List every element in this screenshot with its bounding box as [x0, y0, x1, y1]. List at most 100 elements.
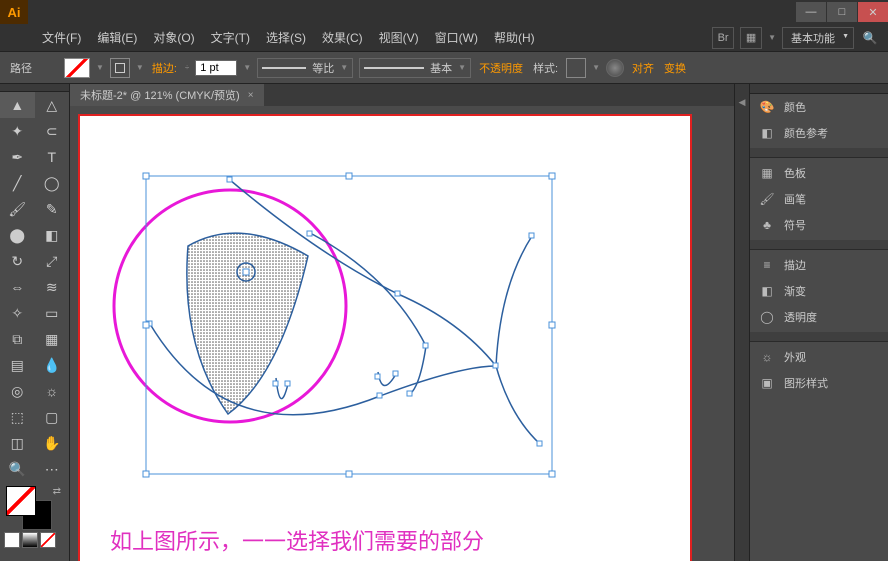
workspace-dropdown[interactable]: 基本功能: [782, 27, 854, 49]
fill-color-swatch[interactable]: [6, 486, 36, 516]
stroke-swatch[interactable]: [110, 58, 130, 78]
recolor-button[interactable]: [606, 59, 624, 77]
panel-grip[interactable]: [750, 84, 888, 94]
tool-warp[interactable]: ≋: [35, 274, 70, 300]
tool-lasso[interactable]: ⊂: [35, 118, 70, 144]
tool-zoom[interactable]: 🔍: [0, 456, 35, 482]
minimize-button[interactable]: —: [796, 2, 826, 22]
panel-stroke[interactable]: ≡描边: [750, 252, 888, 278]
tool-graph[interactable]: ⬚: [0, 404, 35, 430]
brush-dropdown[interactable]: 基本▼: [359, 58, 471, 78]
chevron-down-icon[interactable]: ▼: [592, 63, 600, 72]
tool-blend[interactable]: ◎: [0, 378, 35, 404]
app-logo: Ai: [0, 0, 28, 24]
arrange-icon[interactable]: ▦: [740, 27, 762, 49]
stroke-weight-input[interactable]: [195, 60, 237, 76]
chevron-down-icon[interactable]: ▼: [243, 63, 251, 72]
fish-inner-curve[interactable]: [312, 234, 426, 394]
panel-color-guide[interactable]: ◧颜色参考: [750, 120, 888, 146]
fish-tail-bottom[interactable]: [496, 366, 540, 444]
opacity-label[interactable]: 不透明度: [477, 60, 525, 76]
style-label: 样式:: [531, 60, 560, 76]
tool-scale[interactable]: ⤢: [35, 248, 70, 274]
menu-object[interactable]: 对象(O): [145, 29, 202, 46]
draw-normal[interactable]: [4, 532, 20, 548]
fish-tail-top[interactable]: [496, 236, 532, 366]
tool-type[interactable]: T: [35, 144, 70, 170]
search-icon[interactable]: 🔍: [860, 28, 880, 48]
panel-label: 颜色: [784, 99, 806, 115]
transform-label[interactable]: 变换: [662, 60, 688, 76]
tool-line[interactable]: ╱: [0, 170, 35, 196]
tool-pen[interactable]: ✒: [0, 144, 35, 170]
panel-symbols[interactable]: ♣符号: [750, 212, 888, 238]
tool-perspective[interactable]: ⧉: [0, 326, 35, 352]
panel-color[interactable]: 🎨颜色: [750, 94, 888, 120]
menu-view[interactable]: 视图(V): [371, 29, 427, 46]
tool-blob[interactable]: ⬤: [0, 222, 35, 248]
chevron-down-icon: ▼: [768, 33, 776, 42]
panel-appearance[interactable]: ☼外观: [750, 344, 888, 370]
tool-wand[interactable]: ✦: [0, 118, 35, 144]
draw-behind[interactable]: [22, 532, 38, 548]
tool-artboard[interactable]: ▢: [35, 404, 70, 430]
panel-label: 透明度: [784, 309, 817, 325]
panel-gradient[interactable]: ◧渐变: [750, 278, 888, 304]
transparency-icon: ◯: [758, 309, 776, 325]
tool-eraser[interactable]: ◧: [35, 222, 70, 248]
bridge-icon[interactable]: Br: [712, 27, 734, 49]
tool-select[interactable]: ▲: [0, 92, 35, 118]
panel-transparency[interactable]: ◯ 透明度: [750, 304, 888, 330]
close-button[interactable]: ✕: [858, 2, 888, 22]
document-tab-title: 未标题-2* @ 121% (CMYK/预览): [80, 87, 240, 103]
tool-eyedrop[interactable]: 💧: [35, 352, 70, 378]
tool-pencil[interactable]: ✎: [35, 196, 70, 222]
panel-separator: [750, 148, 888, 158]
panel-graphic-styles[interactable]: ▣图形样式: [750, 370, 888, 396]
tool-spare[interactable]: ⋯: [35, 456, 70, 482]
panel-collapse-strip[interactable]: ◀: [734, 84, 750, 561]
style-swatch[interactable]: [566, 58, 586, 78]
chevron-down-icon[interactable]: ▼: [96, 63, 104, 72]
tool-mesh[interactable]: ▦: [35, 326, 70, 352]
tool-hand[interactable]: ✋: [35, 430, 70, 456]
document-tab[interactable]: 未标题-2* @ 121% (CMYK/预览) ×: [70, 84, 264, 106]
stroke-label[interactable]: 描边:: [150, 60, 179, 76]
tool-width[interactable]: ⇔: [0, 274, 35, 300]
menu-edit[interactable]: 编辑(E): [89, 29, 145, 46]
menu-file[interactable]: 文件(F): [34, 29, 89, 46]
tool-shape[interactable]: ▭: [35, 300, 70, 326]
chevron-left-icon[interactable]: ◀: [735, 94, 749, 111]
draw-inside[interactable]: [40, 532, 56, 548]
tool-ellipse[interactable]: ◯: [35, 170, 70, 196]
tool-symbol[interactable]: ☼: [35, 378, 70, 404]
chevron-down-icon[interactable]: ▼: [136, 63, 144, 72]
panel-label: 描边: [784, 257, 806, 273]
fill-swatch[interactable]: [64, 58, 90, 78]
canvas-area: 未标题-2* @ 121% (CMYK/预览) ×: [70, 84, 734, 561]
swap-colors-icon[interactable]: ⇄: [53, 486, 61, 497]
tool-shaper[interactable]: ✧: [0, 300, 35, 326]
tool-brush[interactable]: 🖌: [0, 196, 35, 222]
profile-dropdown[interactable]: 等比▼: [257, 58, 353, 78]
menu-type[interactable]: 文字(T): [203, 29, 258, 46]
tool-slice[interactable]: ◫: [0, 430, 35, 456]
canvas[interactable]: 如上图所示，一一选择我们需要的部分: [70, 106, 734, 561]
menu-window[interactable]: 窗口(W): [427, 29, 486, 46]
artboard[interactable]: 如上图所示，一一选择我们需要的部分: [78, 114, 692, 561]
tool-rotate[interactable]: ↻: [0, 248, 35, 274]
tab-close-icon[interactable]: ×: [248, 90, 254, 101]
tool-gradient[interactable]: ▤: [0, 352, 35, 378]
menu-select[interactable]: 选择(S): [258, 29, 314, 46]
canvas-caption: 如上图所示，一一选择我们需要的部分: [110, 524, 484, 556]
brushes-icon: 🖌: [758, 191, 776, 207]
menu-effect[interactable]: 效果(C): [314, 29, 371, 46]
tool-direct[interactable]: △: [35, 92, 70, 118]
toolbox-grip[interactable]: [0, 84, 69, 92]
menu-help[interactable]: 帮助(H): [486, 29, 543, 46]
maximize-button[interactable]: □: [827, 2, 857, 22]
panel-swatches[interactable]: ▦色板: [750, 160, 888, 186]
panel-brushes[interactable]: 🖌画笔: [750, 186, 888, 212]
color-picker[interactable]: ⇄: [0, 482, 69, 530]
align-label[interactable]: 对齐: [630, 60, 656, 76]
